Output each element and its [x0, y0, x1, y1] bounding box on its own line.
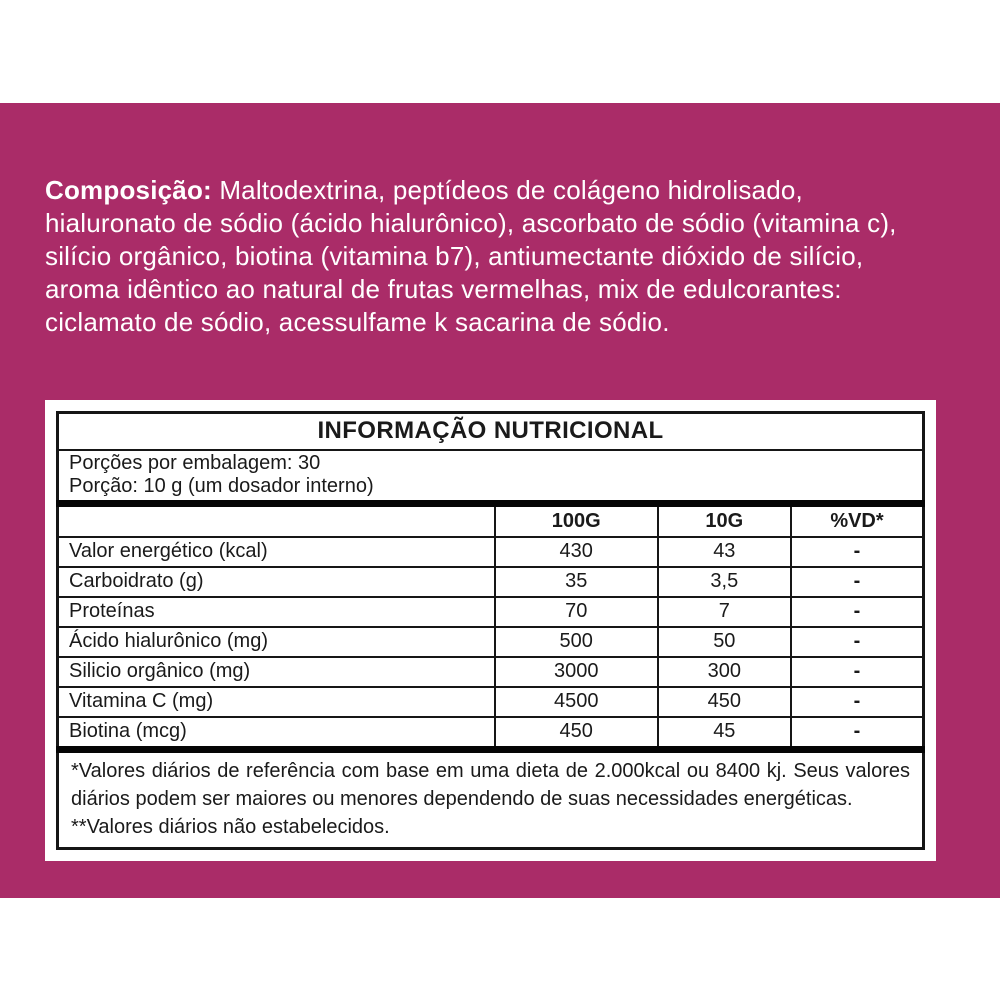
- value-100g: 450: [493, 717, 658, 751]
- servings-per-package: Porções por embalagem: 30: [69, 452, 321, 474]
- serving-size: Porção: 10 g (um dosador interno): [69, 475, 374, 497]
- row-label: Vitamina C (mg): [57, 687, 495, 718]
- row-label: Proteínas: [57, 597, 495, 628]
- table-title-row: INFORMAÇÃO NUTRICIONAL: [57, 412, 924, 451]
- row-label: Carboidrato (g): [57, 567, 495, 598]
- table-row-acido-hialuronico: Ácido hialurônico (mg) 500 50 -: [57, 627, 924, 658]
- servings-row: Porções por embalagem: 30 Porção: 10 g (…: [57, 450, 924, 507]
- value-vd: -: [790, 687, 924, 718]
- value-vd: -: [790, 627, 924, 658]
- composition-paragraph: Composição: Maltodextrina, peptídeos de …: [45, 174, 903, 339]
- column-header-100g: 100G: [493, 503, 658, 538]
- column-header-10g: 10G: [656, 503, 791, 538]
- row-label: Biotina (mcg): [57, 717, 495, 751]
- value-10g: 7: [656, 597, 791, 628]
- value-100g: 500: [493, 627, 658, 658]
- value-100g: 3000: [493, 657, 658, 688]
- table-row-valor-energetico: Valor energético (kcal) 430 43 -: [57, 537, 924, 568]
- footnote-row: *Valores diários de referência com base …: [57, 746, 924, 849]
- footnote-daily-values: *Valores diários de referência com base …: [71, 760, 910, 810]
- column-header-empty: [57, 503, 495, 538]
- row-label: Ácido hialurônico (mg): [57, 627, 495, 658]
- nutrition-panel: INFORMAÇÃO NUTRICIONAL Porções por embal…: [45, 400, 936, 861]
- row-label: Valor energético (kcal): [57, 537, 495, 568]
- value-100g: 4500: [493, 687, 658, 718]
- value-100g: 70: [493, 597, 658, 628]
- table-row-biotina: Biotina (mcg) 450 45 -: [57, 717, 924, 751]
- value-10g: 43: [656, 537, 791, 568]
- value-vd: -: [790, 657, 924, 688]
- value-100g: 430: [493, 537, 658, 568]
- table-row-carboidrato: Carboidrato (g) 35 3,5 -: [57, 567, 924, 598]
- column-header-row: 100G 10G %VD*: [57, 503, 924, 538]
- table-row-silicio-organico: Silicio orgânico (mg) 3000 300 -: [57, 657, 924, 688]
- value-vd: -: [790, 717, 924, 751]
- value-vd: -: [790, 567, 924, 598]
- value-10g: 450: [656, 687, 791, 718]
- value-10g: 45: [656, 717, 791, 751]
- row-label: Silicio orgânico (mg): [57, 657, 495, 688]
- nutrition-table: INFORMAÇÃO NUTRICIONAL Porções por embal…: [56, 411, 925, 850]
- value-10g: 3,5: [656, 567, 791, 598]
- footnote-area: *Valores diários de referência com base …: [57, 746, 924, 849]
- pink-background-band: Composição: Maltodextrina, peptídeos de …: [0, 103, 1000, 898]
- footnote-not-established: **Valores diários não estabelecidos.: [71, 816, 390, 838]
- value-10g: 300: [656, 657, 791, 688]
- table-title: INFORMAÇÃO NUTRICIONAL: [57, 412, 924, 451]
- value-vd: -: [790, 597, 924, 628]
- composition-label: Composição:: [45, 175, 212, 205]
- value-vd: -: [790, 537, 924, 568]
- table-row-vitamina-c: Vitamina C (mg) 4500 450 -: [57, 687, 924, 718]
- servings-info: Porções por embalagem: 30 Porção: 10 g (…: [57, 450, 924, 507]
- table-row-proteinas: Proteínas 70 7 -: [57, 597, 924, 628]
- column-header-vd: %VD*: [790, 503, 924, 538]
- value-10g: 50: [656, 627, 791, 658]
- composition-text: Maltodextrina, peptídeos de colágeno hid…: [45, 175, 897, 337]
- value-100g: 35: [493, 567, 658, 598]
